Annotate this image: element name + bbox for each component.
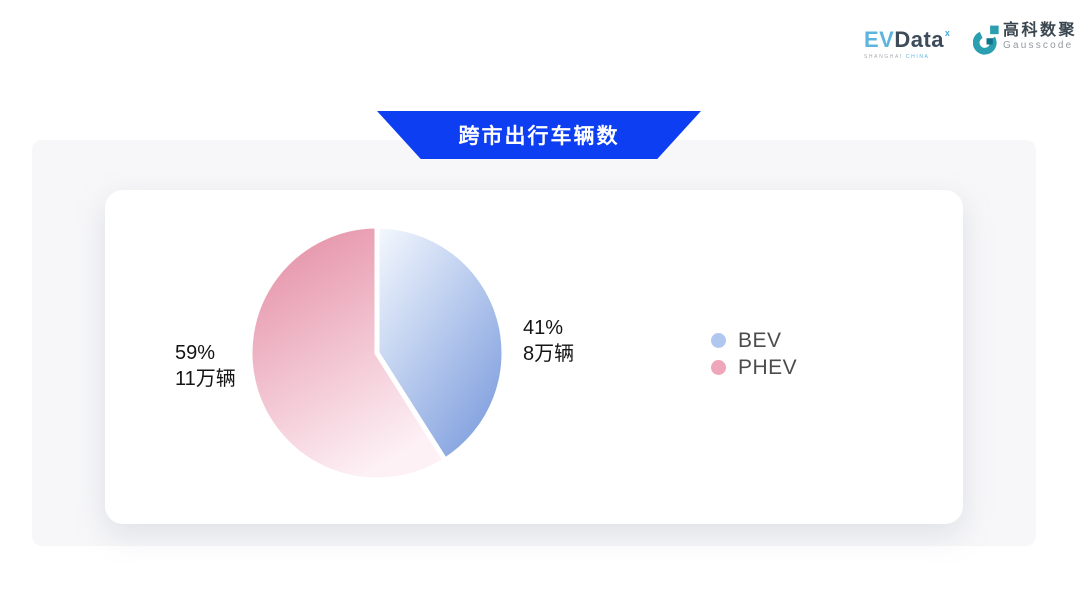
legend: BEV PHEV	[711, 327, 797, 381]
phev-value: 11万辆	[175, 368, 236, 390]
slice-label-phev: 59% 11万辆	[175, 340, 236, 392]
evdata-wordmark: EVDataˣ	[864, 25, 969, 52]
gausscode-en-name: Gausscode	[1003, 40, 1074, 51]
legend-item-phev[interactable]: PHEV	[711, 354, 797, 381]
gausscode-cn-name: 高科数聚	[1003, 22, 1078, 39]
evdata-logo: EVDataˣ SHANGHAI CHINA	[864, 25, 969, 60]
evdata-subtext: SHANGHAI CHINA	[864, 54, 930, 60]
evdata-data-text: Data	[894, 27, 945, 52]
legend-item-bev[interactable]: BEV	[711, 327, 797, 354]
chart-card: 59% 11万辆 41% 8万辆 BEV PHEV	[105, 190, 963, 524]
evdata-x-icon: ˣ	[945, 27, 951, 42]
gausscode-g-icon	[973, 25, 999, 55]
page-header: EVDataˣ SHANGHAI CHINA 高科数聚 Gausscode	[0, 0, 1080, 70]
bev-percent: 41%	[523, 317, 564, 339]
legend-label-bev: BEV	[738, 328, 782, 352]
pie-chart	[237, 213, 517, 493]
evdata-ev-text: EV	[864, 27, 895, 52]
gausscode-logo: 高科数聚 Gausscode	[973, 22, 1077, 56]
chart-title-banner: 跨市出行车辆数	[377, 111, 701, 159]
legend-dot-bev	[711, 333, 726, 348]
bev-value: 8万辆	[523, 343, 575, 365]
chart-panel: 59% 11万辆 41% 8万辆 BEV PHEV	[32, 140, 1036, 546]
gausscode-text: 高科数聚 Gausscode	[1003, 22, 1077, 52]
legend-label-phev: PHEV	[738, 355, 798, 379]
chart-title: 跨市出行车辆数	[458, 125, 620, 148]
slice-label-bev: 41% 8万辆	[523, 315, 574, 367]
phev-percent: 59%	[175, 342, 216, 364]
pie-svg	[247, 223, 507, 483]
legend-dot-phev	[711, 360, 726, 375]
